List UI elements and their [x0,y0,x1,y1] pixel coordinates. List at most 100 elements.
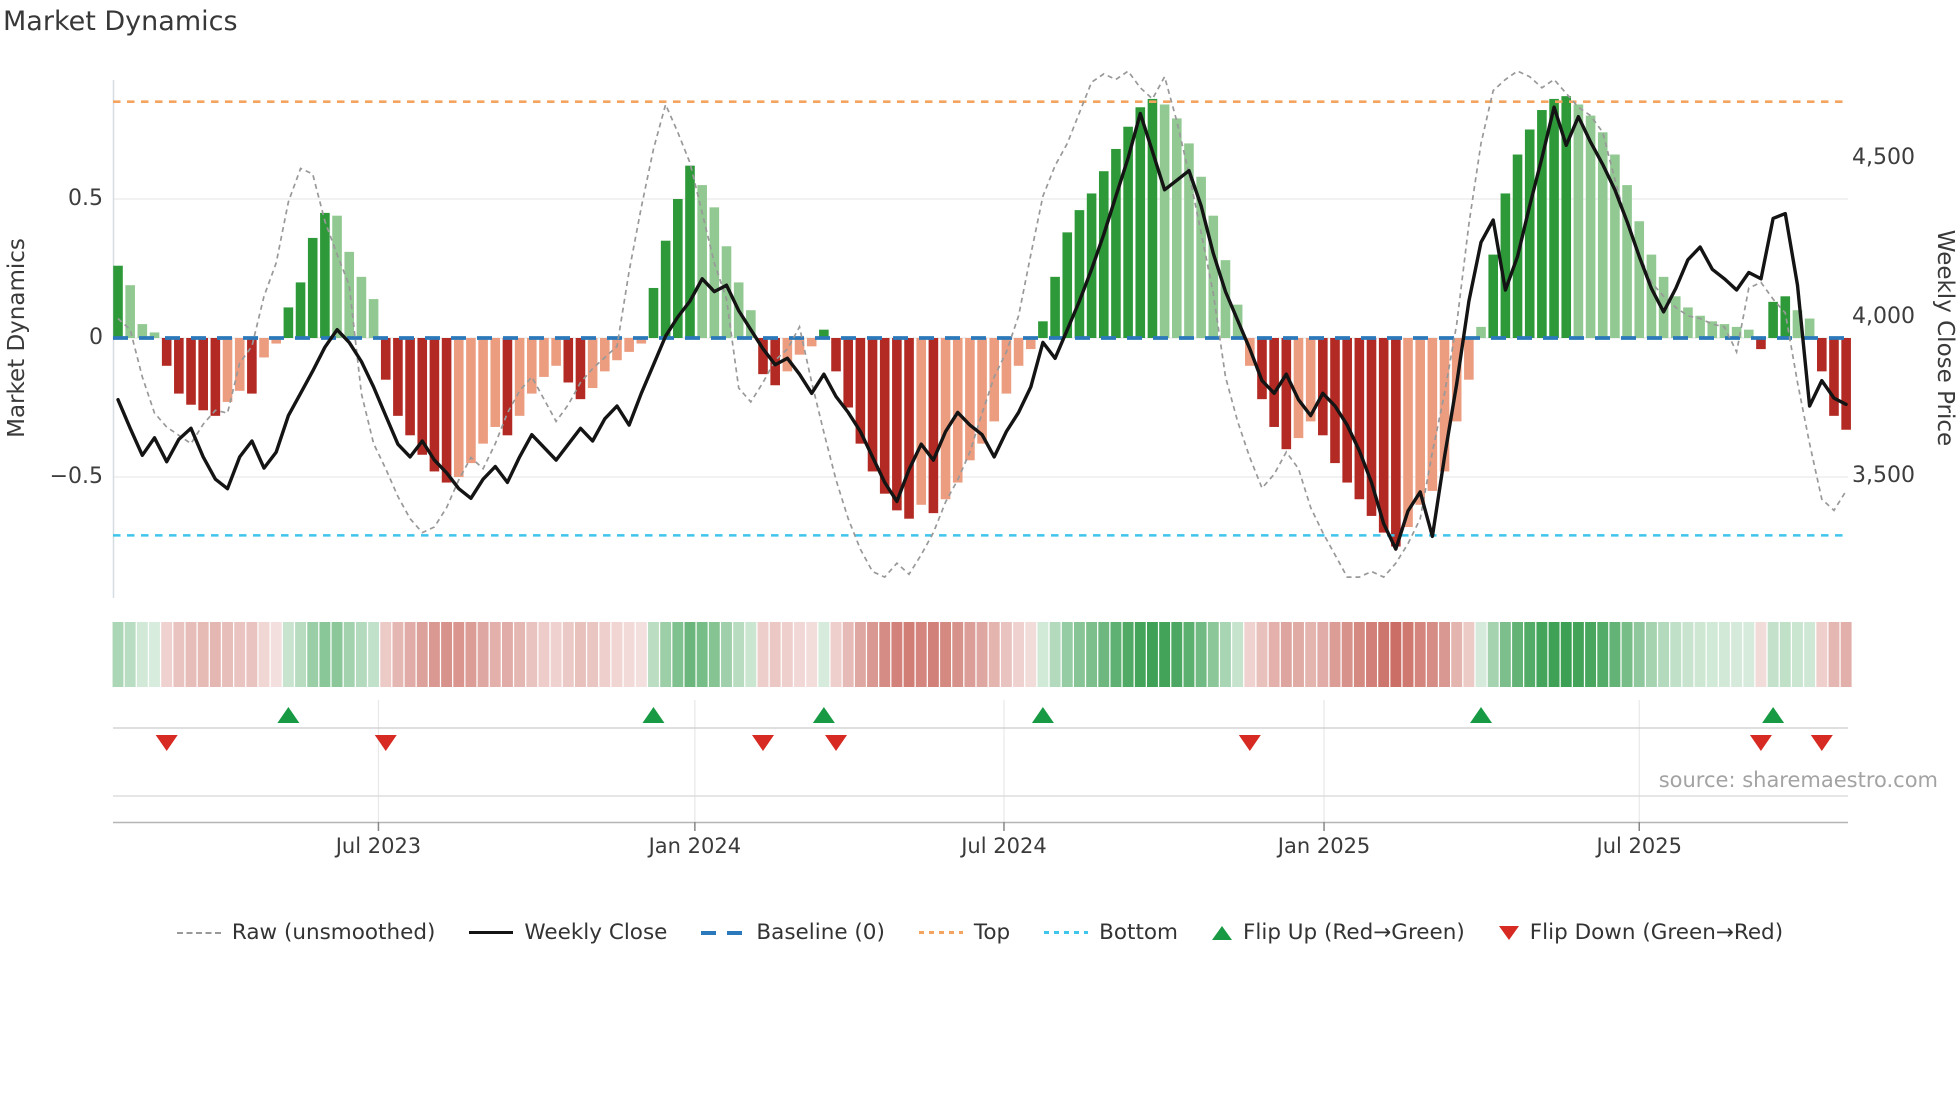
oscillator-bar [356,276,367,338]
oscillator-bar [1281,338,1292,450]
heatmap-cell [550,622,562,687]
heatmap-cell [1317,622,1329,687]
oscillator-bar [1524,129,1535,338]
heatmap-cell [404,622,416,687]
heatmap-cell [1414,622,1426,687]
oscillator-bar [1196,176,1206,338]
oscillator-bar [174,338,184,394]
oscillator-bar [1184,143,1194,338]
oscillator-bar [149,332,160,338]
oscillator-bar [429,338,440,472]
oscillator-bar [1147,98,1158,338]
oscillator-bar [1366,338,1377,516]
oscillator-bar [405,338,415,436]
oscillator-bar [575,338,586,400]
oscillator-bar [1658,276,1669,338]
oscillator-bar [1378,338,1389,533]
heatmap-cell [1767,622,1779,687]
heatmap-cell [988,622,1000,687]
line-black-icon [469,930,514,935]
oscillator-bar [1159,104,1170,338]
heatmap-cell [514,622,526,687]
heatmap-cell [392,622,404,687]
oscillator-bar [636,338,647,344]
heatmap-cell [1487,622,1499,687]
oscillator-bar [1622,185,1632,338]
oscillator-bar [952,338,963,483]
oscillator-bar [1135,107,1146,338]
heatmap-cell [1207,622,1219,687]
oscillator-bar [198,338,208,411]
heatmap-cell [1658,622,1670,687]
oscillator-bar [1123,126,1133,338]
heatmap-cell [112,622,124,687]
heatmap-cell [1280,622,1292,687]
oscillator-bar [1220,260,1231,338]
dot-orange-icon [918,931,963,934]
flip-down-marker [825,735,848,751]
oscillator-bar [259,338,269,358]
oscillator-bar [940,338,951,500]
heatmap-cell [599,622,611,687]
oscillator-bar [855,338,866,444]
heatmap-cell [258,622,270,687]
heatmap-cell [1451,622,1463,687]
oscillator-bar [271,338,282,344]
oscillator-bar [466,338,476,464]
oscillator-bar [320,212,330,338]
oscillator-bar [539,338,549,377]
oscillator-bar [1318,338,1328,436]
heatmap-cell [818,622,830,687]
oscillator-bar [965,338,975,461]
heatmap-cell [1439,622,1450,687]
heatmap-cell [1305,622,1317,687]
oscillator-bar [1354,338,1365,500]
oscillator-bar [417,338,428,455]
heatmap-cell [757,622,769,687]
heatmap-cell [209,622,221,687]
oscillator-bar [186,338,196,405]
heatmap-cell [708,622,720,687]
heatmap-cell [173,622,185,687]
oscillator-bar [673,199,683,338]
oscillator-bar [1804,318,1815,338]
oscillator-bar [453,338,464,477]
oscillator-bar [526,338,537,394]
heatmap-cell [526,622,538,687]
oscillator-bar [1464,338,1474,380]
heatmap-cell [684,622,696,687]
oscillator-bar [295,282,306,338]
heatmap-cell [733,622,745,687]
heatmap-cell [1475,622,1487,687]
heatmap-cell [1244,622,1256,687]
heatmap-cell [1025,622,1037,687]
heatmap-cell [745,622,757,687]
dash-blue-icon [701,930,746,935]
oscillator-bar [721,246,732,338]
legend-item: Raw (unsmoothed) [176,920,435,945]
oscillator-bar [758,338,768,375]
heatmap-cell [1268,622,1280,687]
oscillator-bar [1549,98,1559,338]
heatmap-cell [1183,622,1195,687]
heatmap-cell [1402,622,1414,687]
heatmap-cell [587,622,599,687]
oscillator-bar [794,338,805,355]
heatmap-cell [1731,622,1743,687]
heatmap-cell [538,622,550,687]
oscillator-bar [587,338,598,389]
oscillator-bar [1743,329,1754,338]
heatmap-cell [246,622,258,687]
oscillator-bar [247,338,257,394]
heatmap-cell [1000,622,1012,687]
oscillator-bar [1817,338,1827,372]
heatmap-cell [940,622,952,687]
heatmap-cell [1256,622,1268,687]
heatmap-cell [1110,622,1122,687]
heatmap-cell [416,622,428,687]
heatmap-cell [1353,622,1365,687]
oscillator-bar [1391,338,1401,547]
left-tick-label: 0 [89,325,103,350]
flip-down-marker [1749,735,1772,751]
oscillator-bar [307,237,318,338]
